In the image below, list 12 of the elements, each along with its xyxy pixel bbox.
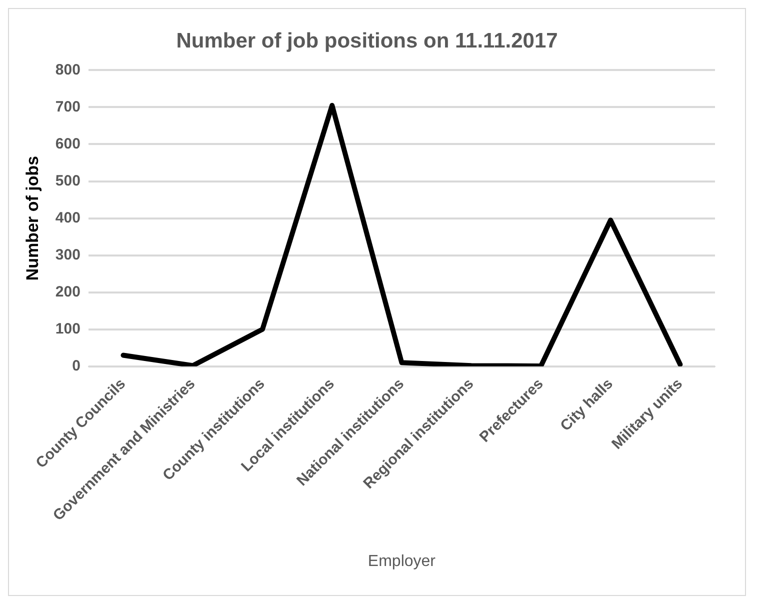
y-tick-label: 300 [55,246,80,264]
x-axis-title: Employer [368,552,436,570]
y-tick-label: 800 [55,61,80,78]
y-tick-label: 400 [55,209,80,226]
y-tick-label: 0 [72,357,80,374]
chart-title: Number of job positions on 11.11.2017 [176,29,558,52]
y-tick-label: 100 [55,320,80,338]
y-axis-title: Number of jobs [22,156,42,281]
y-tick-label: 200 [55,283,80,300]
y-tick-label: 600 [55,135,80,152]
y-tick-label: 700 [55,98,80,116]
y-tick-label: 500 [55,172,80,190]
